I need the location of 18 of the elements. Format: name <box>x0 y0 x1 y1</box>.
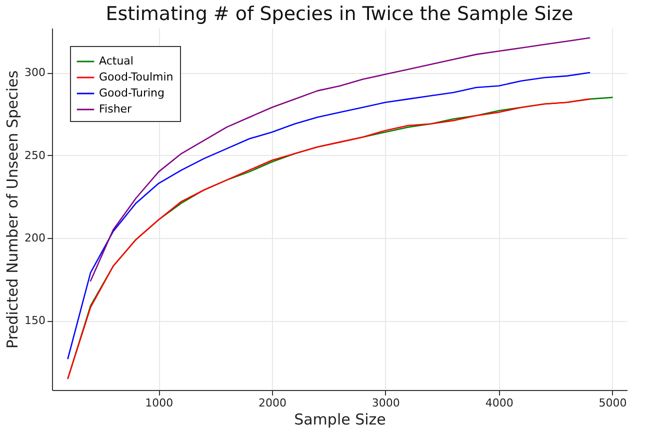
x-tick-label: 1000 <box>145 396 174 410</box>
line-series <box>90 37 590 282</box>
line-series <box>67 72 590 360</box>
x-axis-title: Sample Size <box>294 410 386 428</box>
x-tick-label: 4000 <box>485 396 514 410</box>
chart-title: Estimating # of Species in Twice the Sample Size <box>106 3 574 25</box>
legend-label: Actual <box>99 54 134 68</box>
y-tick-label: 150 <box>24 314 46 328</box>
y-tick-label: 200 <box>24 231 46 244</box>
y-axis-title: Predicted Number of Unseen Species <box>4 70 22 349</box>
legend-label: Good-Toulmin <box>99 70 174 84</box>
y-tick-label: 250 <box>24 148 46 162</box>
x-tick-label: 2000 <box>258 396 287 410</box>
x-tick-label: 5000 <box>598 396 627 410</box>
legend-label: Fisher <box>99 102 132 116</box>
y-tick-label: 300 <box>24 66 46 80</box>
x-tick-label: 3000 <box>372 396 400 410</box>
legend-label: Good-Turing <box>99 86 164 100</box>
